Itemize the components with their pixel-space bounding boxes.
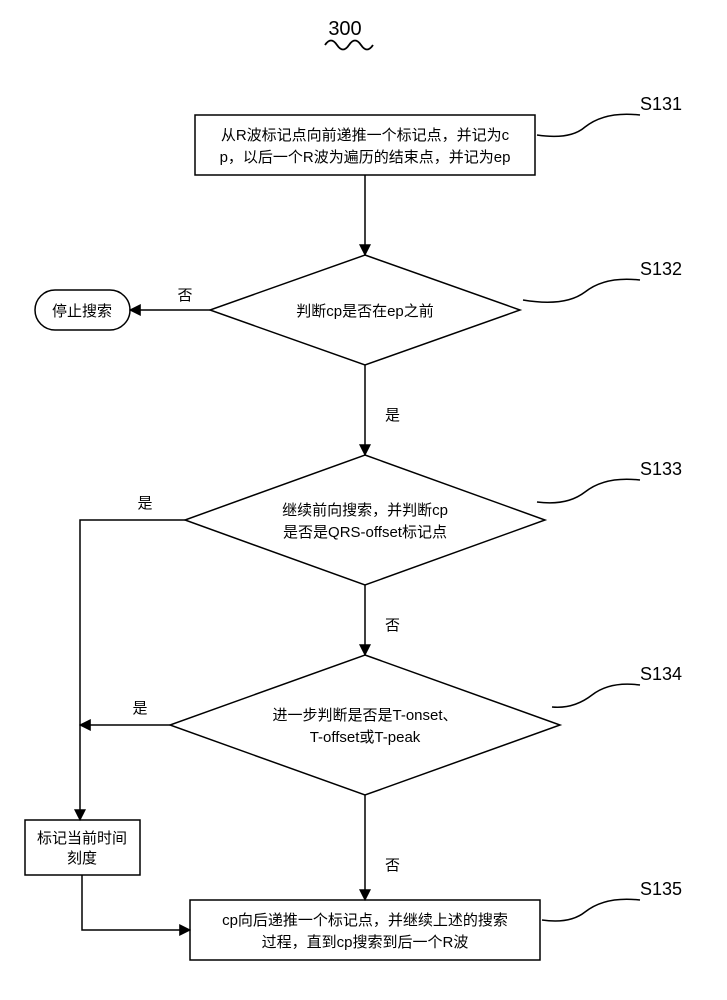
node-s134-line2: T-offset或T-peak [310,729,421,746]
edge-n4-n5-label: 否 [385,857,400,874]
node-s131-line2: p，以后一个R波为遍历的结束点，并记为ep [220,149,511,166]
step-label-s132: S132 [640,259,682,279]
edge-n3-n4-label: 否 [385,617,400,634]
figure-label: 300 [328,18,361,40]
node-mark: 标记当前时间 刻度 [25,820,140,875]
callout-s131 [537,114,640,136]
node-stop: 停止搜索 [35,290,130,330]
edge-n3-mark [80,520,185,820]
node-s131: 从R波标记点向前递推一个标记点，并记为c p，以后一个R波为遍历的结束点，并记为… [195,115,535,175]
node-s135-line2: 过程，直到cp搜索到后一个R波 [262,934,469,951]
callout-s132 [523,279,640,302]
step-label-s131: S131 [640,94,682,114]
node-s134-line1: 进一步判断是否是T-onset、 [272,707,457,724]
step-label-s134: S134 [640,664,682,684]
node-s134: 进一步判断是否是T-onset、 T-offset或T-peak [170,655,560,795]
edge-n4-mark-label: 是 [132,700,147,717]
callout-s134 [552,684,640,707]
node-s133-line1: 继续前向搜索，并判断cp [282,502,448,519]
node-s132: 判断cp是否在ep之前 [210,255,520,365]
step-label-s135: S135 [640,879,682,899]
node-stop-text: 停止搜索 [52,303,112,320]
callout-s135 [542,899,640,921]
node-mark-line1: 标记当前时间 [37,830,127,847]
edge-n2-stop-label: 否 [177,287,192,304]
edge-mark-n5 [82,875,190,930]
edge-n3-mark-label: 是 [137,495,152,512]
step-label-s133: S133 [640,459,682,479]
node-mark-line2: 刻度 [67,850,97,867]
figure-label-squiggle [325,41,373,50]
node-s135-line1: cp向后递推一个标记点，并继续上述的搜索 [222,912,508,929]
node-s131-line1: 从R波标记点向前递推一个标记点，并记为c [221,127,510,144]
edge-n2-n3-label: 是 [385,407,400,424]
node-s133: 继续前向搜索，并判断cp 是否是QRS-offset标记点 [185,455,545,585]
node-s132-line1: 判断cp是否在ep之前 [296,303,434,320]
node-s133-line2: 是否是QRS-offset标记点 [283,524,447,541]
node-s135: cp向后递推一个标记点，并继续上述的搜索 过程，直到cp搜索到后一个R波 [190,900,540,960]
callout-s133 [537,479,640,503]
